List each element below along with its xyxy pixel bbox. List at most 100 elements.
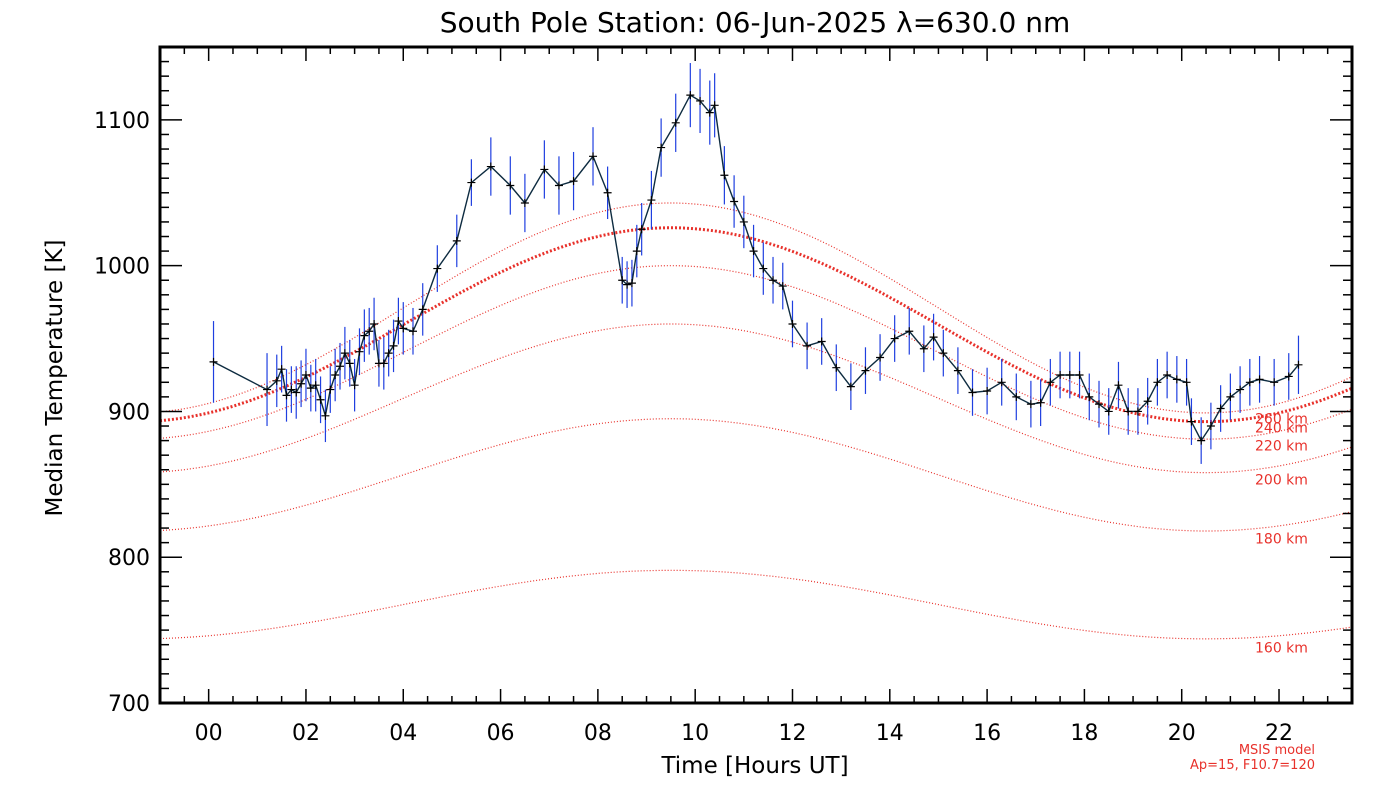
msis-footnote-line2: Ap=15, F10.7=120 (1190, 758, 1315, 773)
msis-curve-180km (159, 418, 1353, 532)
data-point (384, 349, 393, 358)
data-point (1245, 378, 1254, 387)
y-tick-label: 1000 (94, 255, 150, 280)
data-point (749, 247, 758, 256)
data-point (1104, 407, 1113, 416)
y-tick-labels: 700 800 900 1000 1100 (94, 109, 150, 717)
data-point (306, 384, 315, 393)
data-point (603, 188, 612, 197)
data-point (983, 387, 992, 396)
data-point (287, 385, 296, 394)
data-point (1236, 385, 1245, 394)
data-point (1065, 371, 1074, 379)
data-point (657, 143, 666, 152)
data-point (301, 371, 310, 379)
data-point (739, 217, 748, 226)
msis-curve-240km (159, 226, 1353, 424)
data-point (336, 362, 345, 371)
x-tick-label: 22 (1265, 721, 1293, 746)
data-point (671, 118, 680, 127)
msis-label-220km: 220 km (1255, 439, 1308, 455)
msis-curve-220km (159, 265, 1353, 440)
data-point (365, 327, 374, 336)
msis-label-160km: 160 km (1255, 641, 1308, 657)
data-point (832, 363, 841, 372)
data-point (1012, 392, 1021, 401)
data-point (520, 198, 529, 207)
data-point (637, 225, 646, 234)
data-point (379, 359, 388, 368)
data-point (618, 276, 627, 285)
x-tick-label: 14 (876, 721, 904, 746)
data-point (817, 337, 826, 346)
data-point (1085, 392, 1094, 401)
data-point (540, 165, 549, 174)
data-point (1114, 381, 1123, 390)
data-point (1153, 378, 1162, 387)
data-point (326, 385, 335, 394)
data-point (778, 282, 787, 291)
data-point (506, 181, 515, 190)
data-point (277, 365, 286, 374)
data-point (953, 366, 962, 375)
data-point (1226, 392, 1235, 401)
data-point (1124, 407, 1133, 416)
data-point (890, 334, 899, 343)
data-point (647, 196, 656, 205)
data-point (394, 317, 403, 326)
data-point (705, 108, 714, 117)
x-tick-label: 18 (1070, 721, 1098, 746)
data-point (1187, 417, 1196, 426)
data-point (997, 378, 1006, 387)
data-point (311, 381, 320, 390)
chart-title: South Pole Station: 06-Jun-2025 λ=630.0 … (440, 6, 1071, 39)
x-tick-label: 12 (778, 721, 806, 746)
data-point (418, 305, 427, 314)
data-point (905, 327, 914, 336)
data-point (1036, 398, 1045, 407)
data-point (389, 341, 398, 350)
data-point (846, 382, 855, 391)
data-point (769, 276, 778, 285)
data-point (370, 319, 379, 328)
data-point (297, 379, 306, 388)
data-point (686, 91, 695, 100)
data-point (433, 264, 442, 273)
msis-curve-200km (159, 323, 1353, 474)
data-point (1046, 378, 1055, 387)
data-point (1182, 378, 1191, 387)
data-point (1270, 378, 1279, 387)
data-point (345, 359, 354, 368)
data-point (486, 162, 495, 171)
y-tick-label: 900 (108, 400, 150, 425)
x-tick-label: 06 (487, 721, 515, 746)
data-point (1255, 375, 1264, 384)
data-point (1216, 404, 1225, 413)
y-tick-label: 1100 (94, 109, 150, 134)
data-point (1294, 360, 1303, 369)
x-tick-label: 08 (584, 721, 612, 746)
data-point (1206, 422, 1215, 431)
data-point (803, 341, 812, 350)
data-point (360, 331, 369, 340)
data-point (554, 181, 563, 190)
data-point (1026, 400, 1035, 409)
data-point (340, 349, 349, 358)
data-series (209, 63, 1303, 464)
data-point (355, 347, 364, 356)
data-point (929, 333, 938, 342)
y-tick-label: 800 (108, 546, 150, 571)
msis-label-240km: 240 km (1255, 421, 1308, 437)
temperature-line (213, 94, 1300, 442)
y-axis-label: Median Temperature [K] (42, 240, 68, 517)
data-point (282, 391, 291, 400)
data-point (1163, 371, 1172, 379)
data-point (623, 280, 632, 289)
data-point (710, 101, 719, 110)
data-point (1172, 375, 1181, 384)
data-point (696, 96, 705, 105)
data-point (919, 344, 928, 353)
x-tick-label: 20 (1168, 721, 1196, 746)
data-point (1075, 371, 1084, 379)
